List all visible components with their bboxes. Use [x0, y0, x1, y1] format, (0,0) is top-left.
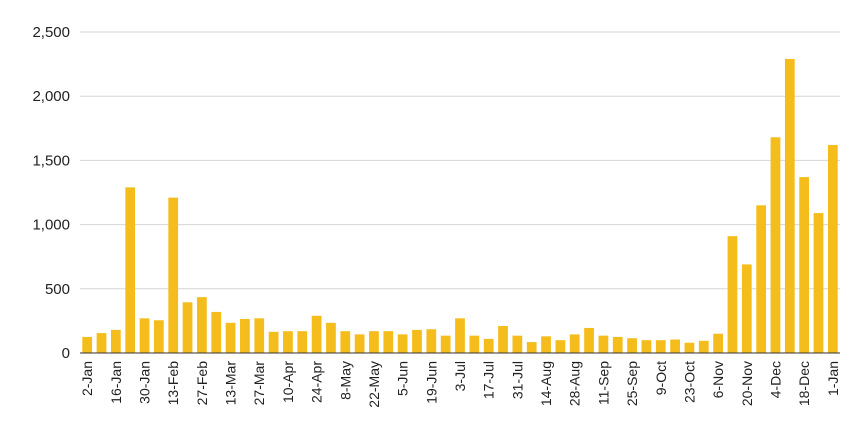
bar — [82, 336, 93, 353]
x-tick-label: 3-Jul — [452, 361, 468, 391]
x-tick-label: 28-Aug — [567, 361, 583, 406]
x-tick-label: 27-Mar — [251, 361, 267, 406]
y-tick-label: 500 — [45, 281, 70, 298]
bar — [627, 338, 637, 353]
bar — [498, 326, 508, 353]
bar — [584, 327, 594, 353]
bar — [326, 322, 336, 353]
bar — [698, 340, 709, 353]
bar — [455, 318, 465, 353]
bar — [225, 322, 236, 353]
x-tick-label: 13-Mar — [223, 361, 239, 406]
y-tick-label: 1,000 — [32, 217, 70, 234]
bar — [283, 331, 293, 353]
y-tick-label: 2,500 — [32, 24, 70, 41]
x-tick-label: 5-Jun — [395, 361, 411, 396]
x-tick-label: 1-Jan — [825, 361, 841, 396]
x-tick-label: 4-Dec — [767, 361, 783, 398]
bar — [756, 205, 767, 353]
bar — [397, 334, 408, 353]
y-tick-label: 1,500 — [32, 152, 70, 169]
bar — [182, 302, 193, 353]
bar — [670, 339, 680, 353]
bar — [268, 331, 279, 353]
bar — [727, 236, 738, 353]
bars — [82, 58, 838, 354]
x-tick-label: 2-Jan — [79, 361, 95, 396]
bar — [426, 329, 437, 353]
gridlines — [80, 31, 840, 290]
x-tick-label: 20-Nov — [739, 361, 755, 406]
bar — [741, 264, 752, 353]
x-tick-label: 23-Oct — [681, 361, 697, 403]
bar — [412, 329, 422, 353]
bar — [354, 334, 365, 353]
bar — [569, 334, 580, 353]
x-tick-label: 9-Oct — [653, 361, 669, 395]
bar — [168, 197, 179, 353]
bar — [641, 340, 652, 353]
bar — [684, 342, 695, 353]
bar — [440, 335, 451, 353]
bar — [713, 333, 723, 353]
bar — [555, 340, 566, 353]
bar — [827, 144, 838, 353]
y-tick-label: 0 — [62, 345, 70, 362]
bar — [197, 297, 207, 353]
x-tick-label: 25-Sep — [624, 361, 640, 406]
x-tick-label: 30-Jan — [137, 361, 153, 404]
bar — [139, 318, 150, 353]
bar — [655, 340, 666, 353]
x-tick-label: 24-Apr — [309, 361, 325, 403]
x-tick-label: 11-Sep — [595, 361, 611, 405]
bar — [125, 187, 136, 353]
bar — [211, 311, 222, 353]
bar — [110, 329, 121, 353]
bar — [512, 335, 523, 353]
x-tick-label: 8-May — [337, 361, 353, 400]
x-tick-label: 17-Jul — [481, 361, 497, 399]
y-axis: 0 500 1,000 1,500 2,000 2,500 — [32, 24, 70, 362]
bar — [483, 338, 494, 353]
x-tick-label: 14-Aug — [538, 361, 554, 406]
bar — [612, 336, 623, 353]
bar — [541, 336, 551, 353]
x-tick-label: 22-May — [366, 361, 382, 408]
bar — [770, 137, 781, 353]
bar — [311, 315, 322, 353]
y-tick-label: 2,000 — [32, 88, 70, 105]
x-tick-label: 27-Feb — [194, 361, 210, 406]
bar — [340, 331, 351, 353]
bar — [254, 318, 265, 353]
bar — [784, 58, 795, 354]
x-tick-label: 6-Nov — [710, 361, 726, 398]
bar — [469, 335, 480, 353]
bar — [598, 335, 609, 353]
x-tick-label: 19-Jun — [423, 361, 439, 404]
x-tick-label: 10-Apr — [280, 361, 296, 403]
bar — [813, 213, 824, 353]
bar — [383, 331, 394, 353]
x-axis: 2-Jan 16-Jan 30-Jan 13-Feb 27-Feb 13-Mar 27-Ma… — [79, 352, 841, 408]
bar — [526, 342, 537, 353]
bar — [240, 318, 250, 353]
x-tick-label: 13-Feb — [165, 361, 181, 406]
x-tick-label: 31-Jul — [509, 361, 525, 399]
bar — [96, 333, 107, 353]
bar — [799, 177, 810, 353]
bar — [297, 331, 308, 353]
bar — [153, 320, 164, 353]
bar — [369, 331, 379, 353]
x-tick-label: 16-Jan — [108, 361, 124, 404]
x-tick-label: 18-Dec — [796, 361, 812, 406]
